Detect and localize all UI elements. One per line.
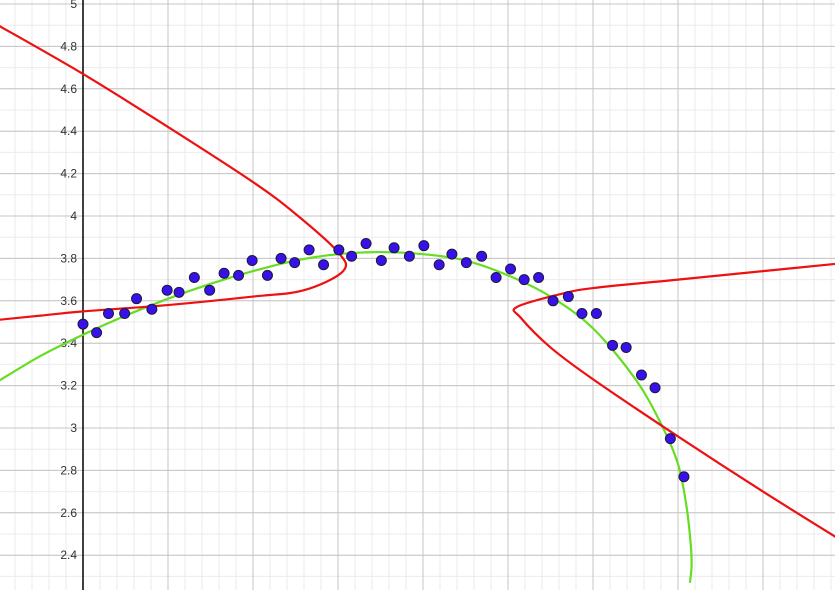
data-point bbox=[246, 255, 258, 267]
data-point bbox=[275, 252, 287, 264]
data-point bbox=[77, 318, 89, 330]
data-point bbox=[505, 263, 517, 275]
data-point bbox=[333, 244, 345, 256]
data-point bbox=[388, 242, 400, 254]
data-point bbox=[607, 339, 619, 351]
y-tick-label: 4.6 bbox=[60, 82, 77, 96]
data-point bbox=[173, 286, 185, 298]
data-point bbox=[533, 271, 545, 283]
data-point bbox=[346, 250, 358, 262]
data-point bbox=[261, 269, 273, 281]
y-tick-label: 2.8 bbox=[60, 463, 77, 477]
data-point bbox=[664, 433, 676, 445]
data-point bbox=[91, 327, 103, 339]
data-point bbox=[233, 269, 245, 281]
data-point bbox=[146, 303, 158, 315]
data-point bbox=[678, 471, 690, 483]
data-point bbox=[103, 308, 114, 320]
data-point bbox=[460, 257, 472, 269]
data-point bbox=[490, 271, 502, 283]
data-point bbox=[131, 293, 143, 305]
y-tick-label: 3 bbox=[70, 421, 77, 435]
data-point bbox=[433, 259, 445, 271]
y-tick-labels: 2.42.62.833.23.43.63.844.24.44.64.85 bbox=[60, 0, 77, 562]
data-point bbox=[418, 240, 430, 252]
curves bbox=[0, 25, 835, 583]
data-point bbox=[161, 284, 173, 296]
data-point bbox=[635, 369, 647, 381]
data-point bbox=[620, 341, 632, 353]
data-points bbox=[77, 238, 690, 483]
data-point bbox=[446, 248, 458, 260]
y-tick-label: 3.2 bbox=[60, 379, 77, 393]
y-tick-label: 4.8 bbox=[60, 39, 77, 53]
data-point bbox=[119, 308, 131, 320]
y-tick-label: 5 bbox=[70, 0, 77, 11]
conic-curve-left-branch bbox=[0, 25, 348, 321]
y-tick-label: 2.4 bbox=[60, 548, 77, 562]
y-tick-label: 3.6 bbox=[60, 294, 77, 308]
data-point bbox=[204, 284, 216, 296]
data-point bbox=[318, 259, 330, 271]
data-point bbox=[476, 250, 488, 262]
data-point bbox=[375, 255, 387, 267]
data-point bbox=[590, 308, 602, 320]
fit-curve bbox=[0, 250, 693, 583]
data-point bbox=[403, 250, 415, 262]
data-point bbox=[547, 295, 559, 307]
y-tick-label: 4.4 bbox=[60, 124, 77, 138]
data-point bbox=[218, 267, 230, 279]
data-point bbox=[289, 257, 301, 269]
y-tick-label: 4 bbox=[70, 209, 77, 223]
data-point bbox=[518, 274, 530, 286]
y-tick-label: 3.8 bbox=[60, 251, 77, 265]
data-point bbox=[562, 291, 574, 303]
data-point bbox=[360, 238, 372, 250]
data-point bbox=[649, 382, 661, 394]
y-tick-label: 4.2 bbox=[60, 167, 77, 181]
data-point bbox=[188, 271, 200, 283]
conic-curve-right-branch bbox=[512, 262, 835, 538]
y-tick-label: 2.6 bbox=[60, 506, 77, 520]
data-point bbox=[303, 244, 315, 256]
data-point bbox=[576, 308, 588, 320]
